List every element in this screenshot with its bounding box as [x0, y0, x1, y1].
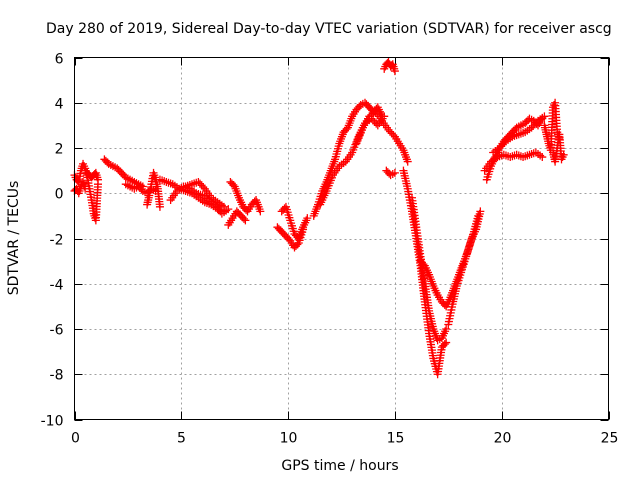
y-tick-label: -2: [50, 233, 64, 249]
x-axis: 0 5 10 15 20 25: [71, 57, 619, 447]
series-t10: [226, 177, 265, 216]
data-point: [241, 216, 250, 225]
series-t16: [352, 107, 412, 166]
data-point: [256, 207, 265, 216]
data-point: [224, 205, 233, 214]
data-point: [559, 150, 568, 159]
chart-title: Day 280 of 2019, Sidereal Day-to-day VTE…: [46, 21, 612, 37]
data-point: [440, 340, 449, 349]
y-tick-label: -10: [41, 414, 64, 430]
data-point: [508, 152, 517, 161]
y-tick-label: -6: [50, 323, 64, 339]
data-point: [303, 214, 312, 223]
data-point: [81, 184, 90, 193]
series-t14: [309, 98, 387, 220]
series-t6: [143, 168, 164, 211]
x-tick-label: 15: [387, 431, 405, 447]
data-point: [476, 207, 485, 216]
x-tick-label: 0: [71, 431, 80, 447]
series-t12: [273, 223, 308, 252]
y-axis: -10 -8 -6 -4 -2 0 2 4 6: [41, 52, 609, 430]
data-point: [474, 211, 483, 220]
data-point: [403, 157, 412, 166]
data-point: [390, 168, 399, 177]
y-tick-label: 2: [55, 142, 64, 158]
y-axis-label: SDTVAR / TECUs: [6, 181, 22, 296]
data-point: [93, 175, 102, 184]
x-tick-label: 5: [177, 431, 186, 447]
x-tick-label: 25: [601, 431, 619, 447]
series-t18: [382, 166, 399, 180]
series-t20: [407, 193, 451, 345]
x-axis-label: GPS time / hours: [281, 458, 398, 474]
series-t27: [548, 130, 568, 166]
data-point: [220, 202, 229, 211]
grid: [74, 57, 609, 420]
series-t13: [277, 202, 312, 243]
data-point: [540, 112, 549, 121]
y-tick-label: 6: [55, 52, 64, 68]
data-point: [514, 151, 523, 160]
x-tick-label: 20: [494, 431, 512, 447]
y-tick-label: 4: [55, 97, 64, 113]
data-point: [442, 338, 451, 347]
series-t3: [83, 168, 102, 184]
data-points: [70, 58, 568, 379]
data-point: [442, 325, 451, 333]
series-t1: [70, 159, 102, 225]
y-tick-label: 0: [55, 187, 64, 203]
series-t8: [166, 182, 233, 218]
series-t25: [480, 148, 547, 175]
y-tick-label: -8: [50, 368, 64, 384]
series-t17: [380, 58, 399, 76]
series-t11: [224, 207, 250, 229]
data-point: [239, 214, 248, 223]
series-t15: [316, 112, 389, 209]
series-t24: [489, 112, 549, 157]
series-t26: [540, 98, 564, 155]
x-tick-label: 10: [280, 431, 298, 447]
data-point: [501, 151, 510, 160]
data-point: [538, 153, 547, 162]
y-tick-label: -4: [50, 278, 64, 294]
data-point: [390, 67, 399, 76]
data-point: [293, 240, 302, 249]
data-point: [155, 202, 164, 211]
series-t22: [444, 211, 483, 329]
plot-frame: [74, 57, 609, 420]
data-point: [73, 176, 82, 185]
series-t9: [181, 177, 229, 211]
